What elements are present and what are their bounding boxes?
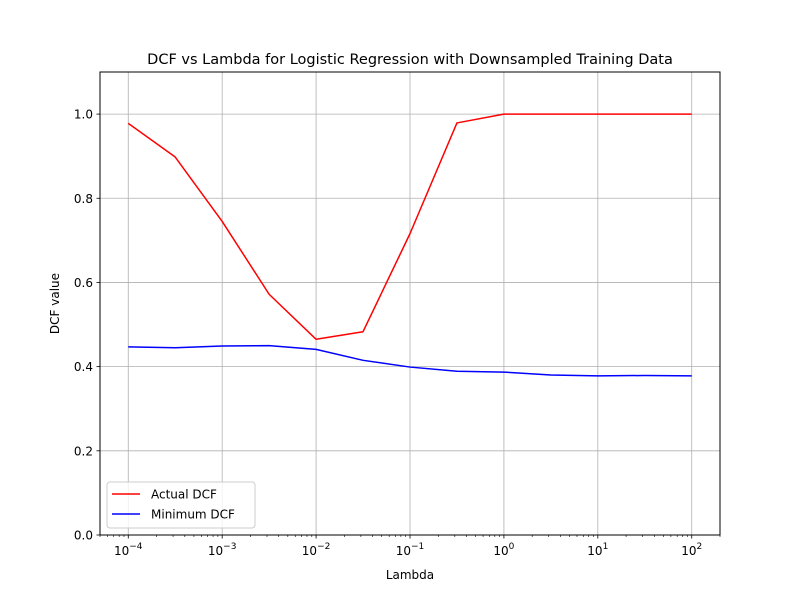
axis-ticks: 10−4 10−3 10−2 10−1 100 101 1020.00.20.40.60.8…: [74, 108, 721, 558]
y-tick-label: 1.0: [74, 108, 93, 122]
legend-box: [106, 481, 256, 529]
x-tick-label-base: 10: [493, 544, 508, 558]
legend-label-actual-dcf: Actual DCF: [151, 488, 217, 502]
x-tick-label-base: 10: [587, 544, 602, 558]
x-tick-label-exponent: −4: [129, 542, 143, 552]
y-axis-label: DCF value: [48, 273, 62, 334]
y-tick-label: 0.0: [74, 529, 93, 543]
y-tick-label: 0.2: [74, 444, 93, 458]
x-tick-label-exponent: 2: [697, 542, 703, 552]
x-tick-label: 10−1: [396, 542, 425, 558]
x-tick-label-base: 10: [681, 544, 696, 558]
x-tick-label-base: 10: [396, 544, 411, 558]
x-tick-label-exponent: −3: [223, 542, 236, 552]
x-tick-label-base: 10: [208, 544, 223, 558]
x-tick-label-exponent: −2: [317, 542, 330, 552]
legend-label-minimum-dcf: Minimum DCF: [151, 508, 235, 522]
y-tick-label: 0.4: [74, 360, 93, 374]
series-line-actual-dcf: [127, 113, 692, 341]
series-line-minimum-dcf: [128, 344, 692, 377]
x-tick-label: 10−2: [302, 542, 331, 558]
chart-title: DCF vs Lambda for Logistic Regression wi…: [147, 52, 673, 68]
x-tick-label: 10−4: [114, 542, 143, 558]
x-axis-label: Lambda: [386, 568, 434, 582]
x-tick-label-exponent: −1: [411, 542, 424, 552]
y-tick-label: 0.6: [74, 276, 93, 290]
x-tick-label-base: 10: [302, 544, 317, 558]
x-tick-label: 10−3: [208, 542, 237, 558]
x-tick-label-exponent: 1: [603, 542, 609, 552]
x-tick-label: 100: [493, 542, 514, 558]
x-tick-label: 102: [681, 542, 702, 558]
x-tick-label: 101: [587, 542, 608, 558]
x-tick-label-base: 10: [114, 544, 129, 558]
series-lines: [127, 113, 692, 377]
x-tick-label-exponent: 0: [509, 542, 515, 552]
y-tick-label: 0.8: [74, 192, 93, 206]
legend: Actual DCF Minimum DCF: [106, 481, 256, 529]
